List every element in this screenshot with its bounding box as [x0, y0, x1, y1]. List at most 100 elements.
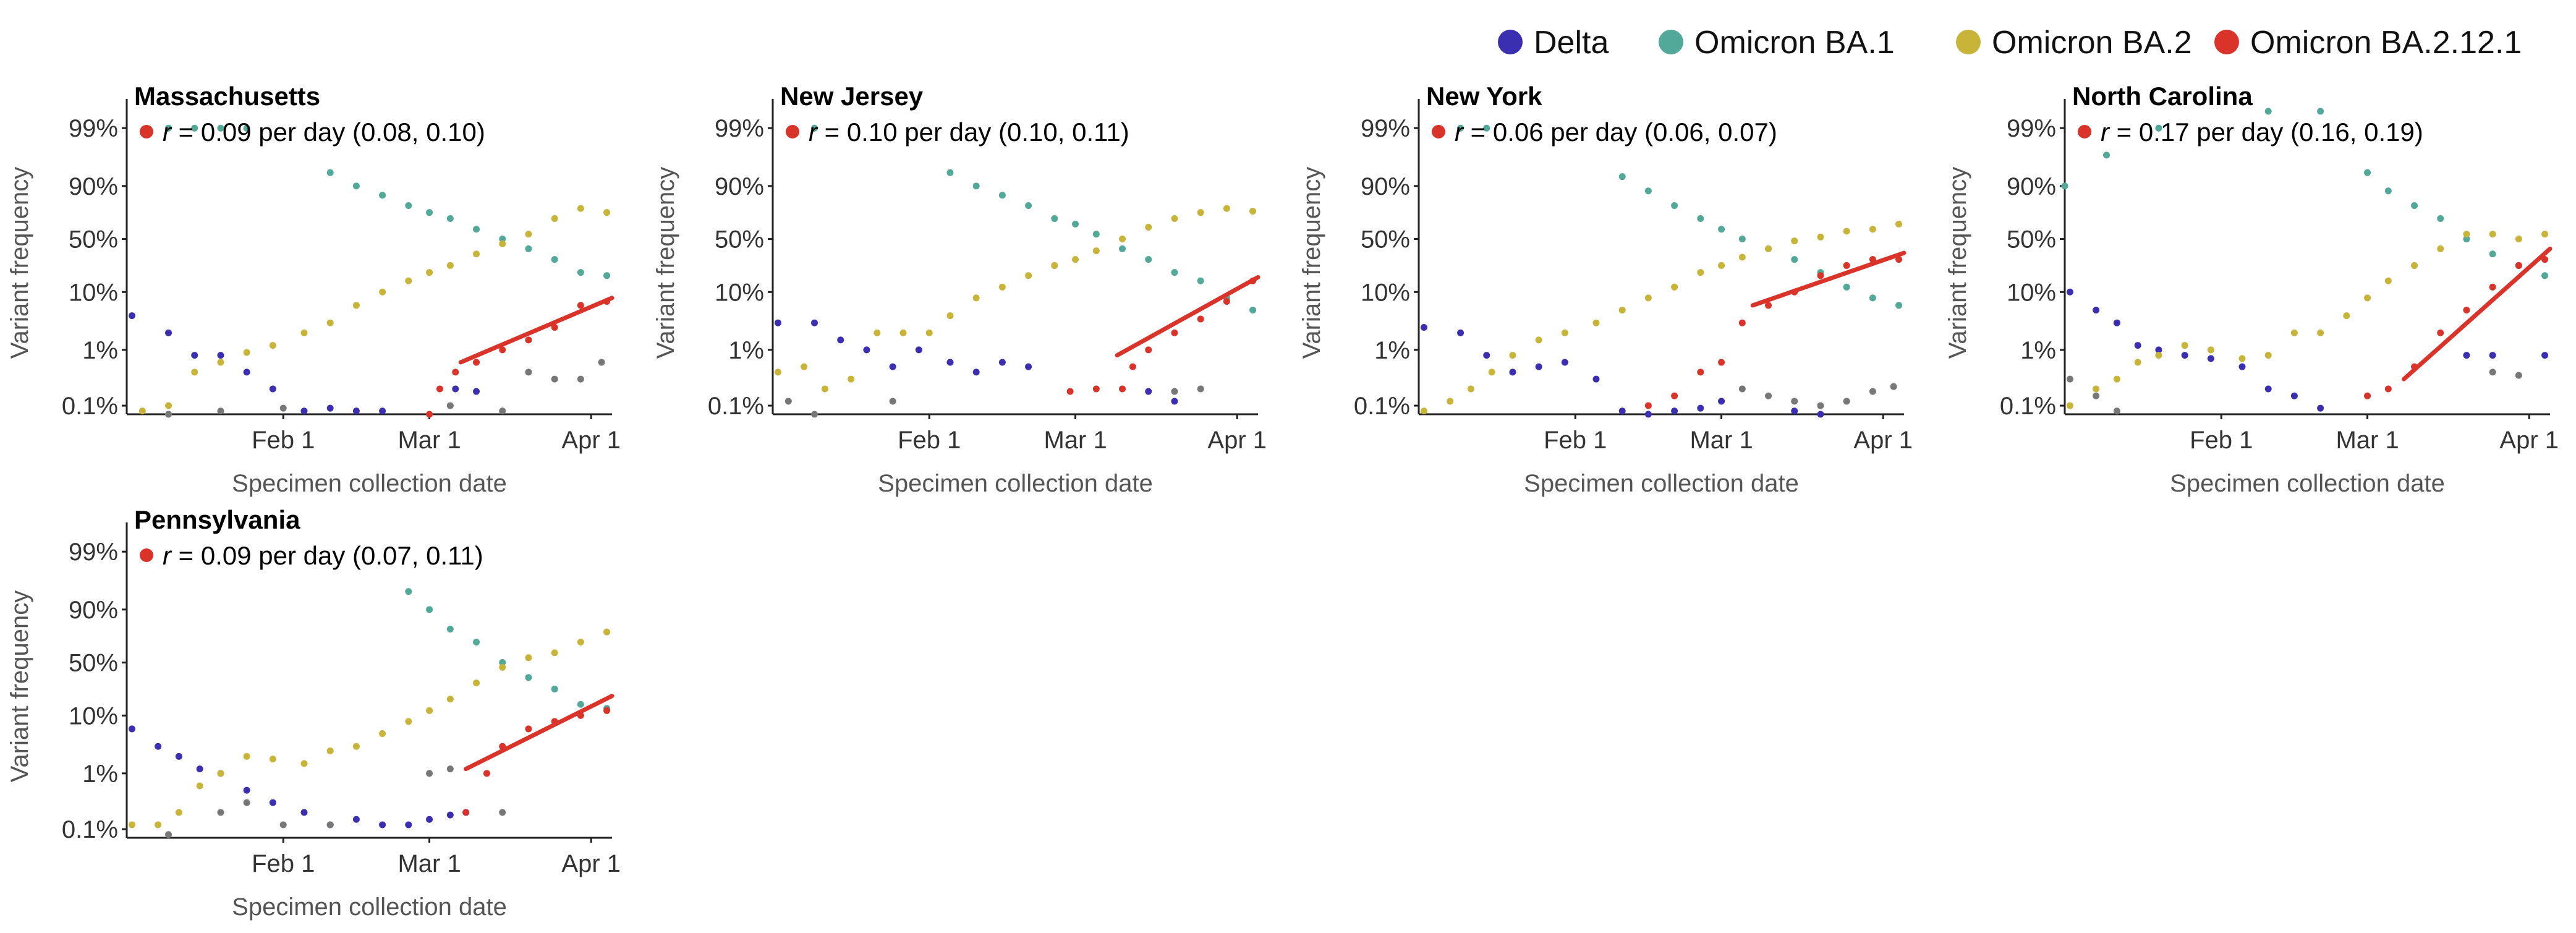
- data-point: [2411, 202, 2418, 209]
- data-point: [2411, 262, 2418, 269]
- data-point: [279, 821, 287, 829]
- data-point: [2515, 236, 2522, 243]
- data-point: [446, 696, 454, 703]
- data-point: [1791, 237, 1798, 245]
- data-point: [998, 283, 1006, 291]
- data-point: [998, 359, 1006, 366]
- data-point: [2541, 231, 2549, 238]
- legend-swatch-omicron-ba-2: [1956, 30, 1981, 54]
- data-point: [598, 359, 605, 366]
- data-point: [326, 319, 334, 326]
- data-point: [1697, 404, 1704, 412]
- data-point: [603, 209, 611, 216]
- data-point: [405, 821, 412, 829]
- data-point: [473, 250, 480, 258]
- data-point: [1092, 385, 1100, 393]
- y-tick-label: 99%: [715, 115, 764, 142]
- data-point: [1171, 388, 1178, 395]
- data-point: [1718, 262, 1725, 269]
- x-tick-label: Feb 1: [898, 427, 961, 454]
- data-point: [499, 236, 506, 243]
- data-point: [1791, 407, 1798, 415]
- data-point: [473, 226, 480, 233]
- data-point: [1644, 294, 1652, 302]
- x-tick-label: Mar 1: [397, 427, 461, 454]
- panel-massachusetts: 0.1% 1% 10% 50% 90% 99% Feb 1 Mar 1 Apr 1 Specime…: [6, 82, 621, 497]
- data-point: [155, 743, 162, 750]
- data-point: [972, 182, 980, 190]
- data-point: [1869, 294, 1876, 302]
- data-point: [603, 707, 611, 714]
- y-tick-label: 1%: [1374, 337, 1410, 364]
- data-point: [1843, 398, 1850, 405]
- data-point: [300, 760, 308, 767]
- y-axis-label: Variant frequency: [1298, 167, 1325, 359]
- data-point: [1535, 363, 1542, 370]
- data-point: [243, 349, 250, 356]
- data-point: [1738, 253, 1746, 261]
- legend-swatch-omicron-ba-1: [1659, 30, 1683, 54]
- panel-title: Pennsylvania: [134, 505, 300, 534]
- data-point: [243, 124, 250, 132]
- data-point: [1644, 187, 1652, 195]
- data-point: [1197, 315, 1204, 323]
- data-point: [1171, 269, 1178, 276]
- data-point: [499, 659, 506, 667]
- data-point: [1457, 329, 1464, 336]
- data-point: [2066, 375, 2073, 383]
- y-tick-label: 90%: [1361, 173, 1410, 200]
- data-point: [774, 369, 781, 376]
- data-point: [2264, 108, 2272, 115]
- data-point: [2463, 236, 2470, 243]
- data-point: [165, 329, 172, 336]
- data-point: [1223, 205, 1230, 212]
- data-point: [405, 277, 412, 284]
- data-point: [1171, 329, 1178, 336]
- rate-marker: [786, 125, 799, 138]
- rate-symbol: r: [163, 541, 172, 570]
- data-point: [551, 375, 558, 383]
- data-point: [2093, 392, 2100, 399]
- data-point: [1697, 269, 1704, 276]
- data-point: [2343, 312, 2350, 320]
- data-point: [352, 743, 360, 750]
- y-tick-label: 10%: [69, 279, 118, 306]
- data-point: [165, 411, 172, 418]
- data-point: [2384, 385, 2392, 393]
- data-point: [2134, 359, 2141, 366]
- data-point: [2290, 329, 2298, 336]
- fit-line: [464, 694, 614, 772]
- data-point: [1718, 359, 1725, 366]
- data-point: [1791, 398, 1798, 405]
- data-point: [352, 302, 360, 309]
- data-point: [1420, 324, 1427, 331]
- x-tick-label: Mar 1: [1044, 427, 1107, 454]
- rate-marker: [140, 125, 153, 138]
- data-point: [1817, 402, 1824, 409]
- data-point: [1483, 352, 1490, 359]
- data-point: [946, 312, 954, 320]
- data-point: [2489, 250, 2496, 258]
- data-point: [1561, 329, 1568, 336]
- growth-rate-annotation: r = 0.06 per day (0.06, 0.07): [1455, 117, 1777, 147]
- series-delta: [128, 725, 470, 829]
- data-point: [269, 756, 276, 763]
- y-axis-label: Variant frequency: [6, 167, 33, 359]
- data-point: [1765, 302, 1772, 309]
- data-point: [1025, 363, 1032, 370]
- data-point: [863, 346, 870, 354]
- data-point: [217, 407, 224, 415]
- data-point: [2066, 402, 2073, 409]
- data-point: [603, 628, 611, 636]
- data-point: [300, 407, 308, 415]
- series-omicron-ba-2-12-1: [1644, 256, 1903, 409]
- rate-symbol: r: [809, 117, 818, 147]
- data-point: [1145, 223, 1152, 231]
- data-point: [279, 404, 287, 412]
- data-point: [2317, 108, 2324, 115]
- data-point: [2113, 375, 2120, 383]
- data-point: [405, 588, 412, 595]
- data-point: [2463, 231, 2470, 238]
- y-tick-label: 1%: [82, 760, 118, 788]
